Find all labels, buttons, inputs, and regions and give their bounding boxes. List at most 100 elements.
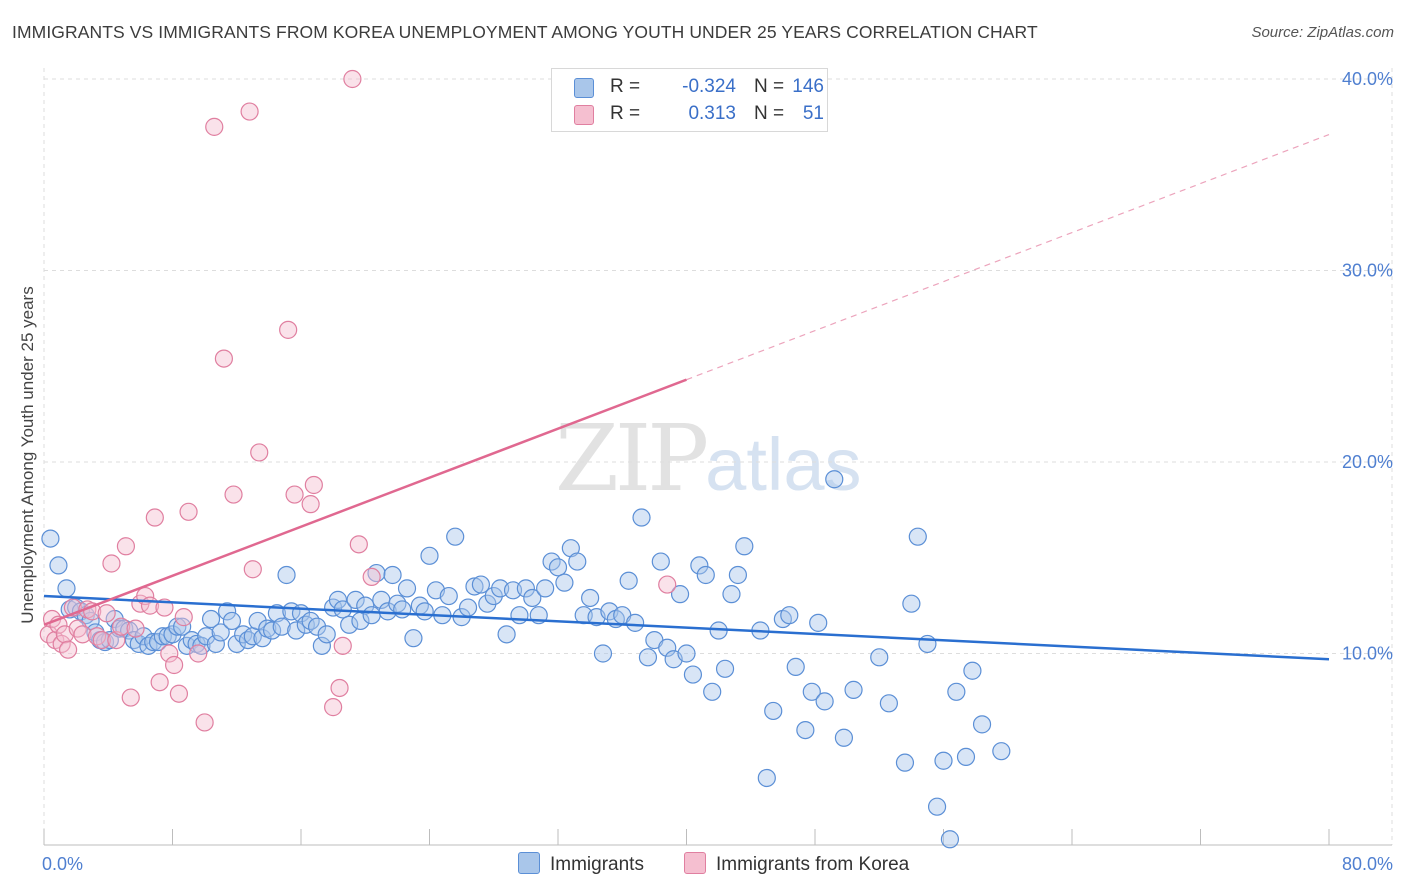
trend-line-korea <box>43 378 687 626</box>
point-immigrants <box>201 609 221 629</box>
bottom-legend-immigrants: Immigrants <box>518 852 644 876</box>
point-immigrants <box>895 753 915 772</box>
point-immigrants <box>523 588 542 608</box>
point-korea <box>224 485 243 504</box>
point-korea <box>279 320 298 339</box>
point-immigrants <box>317 625 336 644</box>
source-credit: Source: ZipAtlas.com <box>1251 24 1394 41</box>
point-immigrants <box>638 648 658 667</box>
point-korea <box>214 349 233 368</box>
point-korea <box>150 673 169 692</box>
point-korea <box>330 678 349 698</box>
x-tick-label: 80.0% <box>1342 854 1393 874</box>
y-tick-label: 30.0% <box>1342 261 1393 281</box>
point-korea <box>240 102 259 121</box>
point-immigrants <box>536 579 555 598</box>
point-immigrants <box>49 556 68 575</box>
point-immigrants <box>722 585 741 604</box>
point-korea <box>304 475 323 495</box>
point-korea <box>250 443 269 462</box>
point-immigrants <box>780 606 799 625</box>
point-immigrants <box>870 648 889 667</box>
point-korea <box>58 640 78 659</box>
point-immigrants <box>57 579 76 598</box>
point-immigrants <box>277 565 296 585</box>
point-immigrants <box>658 638 677 657</box>
point-korea <box>116 537 136 556</box>
point-immigrants <box>420 546 439 565</box>
point-immigrants <box>825 470 844 489</box>
point-immigrants <box>568 552 587 571</box>
axes <box>43 829 1392 846</box>
point-immigrants <box>287 621 306 640</box>
point-immigrants <box>651 552 670 571</box>
point-immigrants <box>340 615 359 634</box>
point-immigrants <box>397 579 417 598</box>
legend-r-value: -0.324 <box>682 76 736 97</box>
point-korea <box>145 508 164 527</box>
series-immigrants <box>41 470 1011 849</box>
bottom-legend-korea: Immigrants from Korea <box>684 852 909 876</box>
point-immigrants <box>940 830 960 849</box>
point-immigrants <box>497 625 516 644</box>
point-immigrants <box>227 634 246 654</box>
x-tick-label: 0.0% <box>42 854 83 874</box>
point-immigrants <box>383 565 402 585</box>
point-immigrants <box>690 556 709 575</box>
trend-line-immigrants <box>43 594 1330 661</box>
point-immigrants <box>415 602 434 621</box>
point-immigrants <box>197 627 216 646</box>
point-immigrants <box>168 617 187 636</box>
point-immigrants <box>465 577 484 596</box>
legend-n-label: N = <box>754 76 785 97</box>
point-immigrants <box>356 596 375 615</box>
point-korea <box>324 698 343 717</box>
legend-r-label: R = <box>610 103 641 124</box>
point-korea <box>189 644 208 663</box>
legend-swatch-immigrants <box>574 78 594 98</box>
point-immigrants <box>393 600 412 619</box>
point-korea <box>243 560 262 579</box>
legend-n-value: 51 <box>802 103 824 124</box>
point-korea <box>179 502 198 521</box>
point-korea <box>343 69 362 89</box>
point-immigrants <box>262 621 282 640</box>
point-immigrants <box>548 558 568 577</box>
point-korea <box>285 485 304 504</box>
point-immigrants <box>458 598 478 617</box>
point-korea <box>121 688 140 707</box>
point-immigrants <box>439 586 458 606</box>
point-immigrants <box>670 585 690 604</box>
point-immigrants <box>963 661 982 680</box>
point-korea <box>73 625 92 644</box>
bottom-legend-label-immigrants: Immigrants <box>550 854 644 875</box>
point-immigrants <box>927 797 947 816</box>
point-immigrants <box>992 742 1011 761</box>
point-immigrants <box>834 728 854 747</box>
point-immigrants <box>683 665 703 684</box>
point-korea <box>111 617 131 636</box>
point-immigrants <box>516 579 535 598</box>
point-immigrants <box>272 617 291 636</box>
point-immigrants <box>625 613 645 632</box>
point-immigrants <box>735 537 754 556</box>
point-immigrants <box>902 594 921 613</box>
point-immigrants <box>446 527 465 546</box>
point-immigrants <box>809 613 828 632</box>
point-immigrants <box>593 644 613 663</box>
point-immigrants <box>844 680 863 699</box>
point-korea <box>92 630 111 650</box>
point-immigrants <box>796 720 815 740</box>
point-korea <box>301 495 320 514</box>
point-immigrants <box>757 768 776 788</box>
point-immigrants <box>802 682 821 701</box>
point-immigrants <box>934 751 953 770</box>
point-immigrants <box>677 644 696 663</box>
point-immigrants <box>703 682 722 701</box>
watermark-atlas: atlas <box>705 423 862 506</box>
legend-swatch-korea <box>574 105 594 125</box>
watermark-zip: ZIP <box>555 405 709 512</box>
point-immigrants <box>148 632 168 652</box>
point-korea <box>165 655 184 675</box>
